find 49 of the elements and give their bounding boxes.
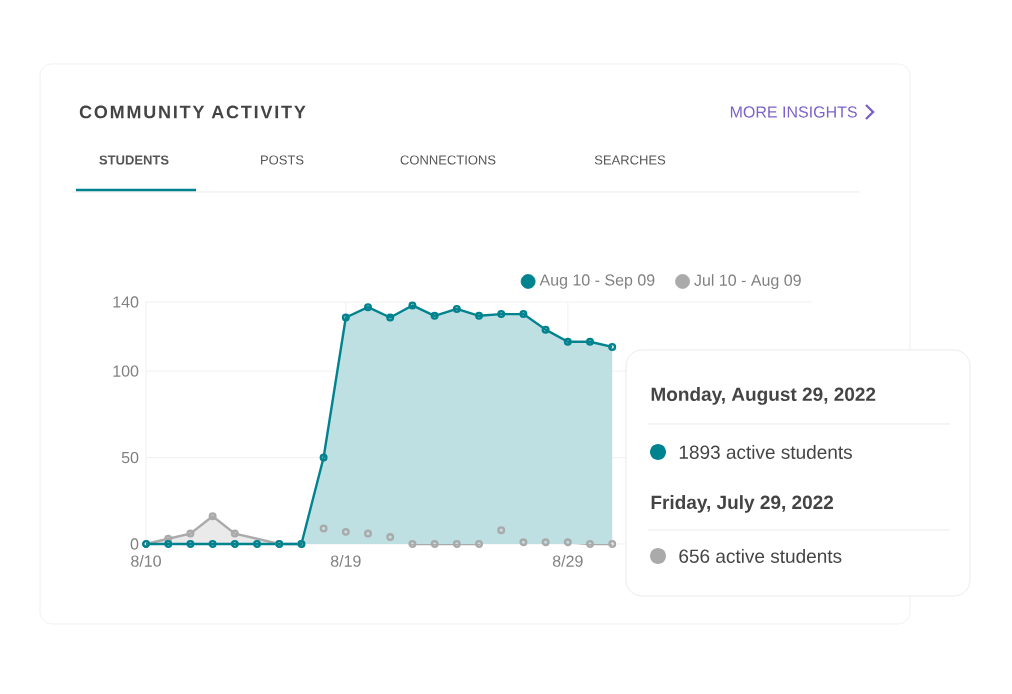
point	[341, 313, 350, 322]
point	[208, 512, 217, 521]
point	[475, 539, 483, 548]
point	[319, 453, 328, 462]
point	[164, 539, 173, 548]
point	[386, 533, 395, 542]
text: MORE INSIGHTS	[730, 106, 857, 118]
point	[541, 538, 550, 547]
point	[341, 527, 350, 536]
x-tick-label: 8/19	[330, 555, 361, 567]
x-tick-label: 8/29	[552, 555, 583, 567]
y-tick-label: 140	[113, 296, 139, 308]
point	[364, 529, 372, 538]
point	[386, 313, 395, 322]
annotation: Friday, July 29, 2022	[651, 495, 834, 513]
point	[186, 529, 195, 538]
point	[408, 539, 417, 548]
annotation: 1893 active students	[679, 444, 852, 459]
point	[519, 538, 528, 547]
point	[430, 539, 439, 548]
x-tick-label: 8/10	[131, 555, 161, 567]
point	[408, 301, 417, 310]
y-tick-label: 50	[121, 451, 139, 464]
text: 656 active students	[679, 548, 842, 563]
point	[586, 539, 594, 548]
chart-title: COMMUNITY ACTIVITY	[79, 105, 306, 119]
point	[430, 311, 439, 320]
point	[452, 539, 461, 548]
point	[586, 337, 594, 346]
point	[230, 529, 239, 538]
point	[563, 538, 572, 547]
point	[475, 311, 483, 320]
point	[497, 310, 506, 319]
y-tick-label: 0	[130, 538, 139, 550]
point	[519, 310, 528, 319]
legend-label: Aug 10 - Sep 09	[539, 274, 655, 289]
point	[253, 539, 262, 548]
point	[541, 325, 550, 334]
y-tick-label: 100	[113, 365, 139, 377]
point	[452, 304, 461, 313]
point	[230, 539, 239, 548]
point	[563, 337, 572, 346]
legend-label: Jul 10 - Aug 09	[694, 274, 801, 290]
point	[364, 303, 372, 312]
point	[186, 539, 195, 548]
point	[497, 526, 506, 535]
annotation: Monday, August 29, 2022	[651, 387, 876, 405]
point	[208, 539, 217, 548]
point	[319, 524, 328, 533]
